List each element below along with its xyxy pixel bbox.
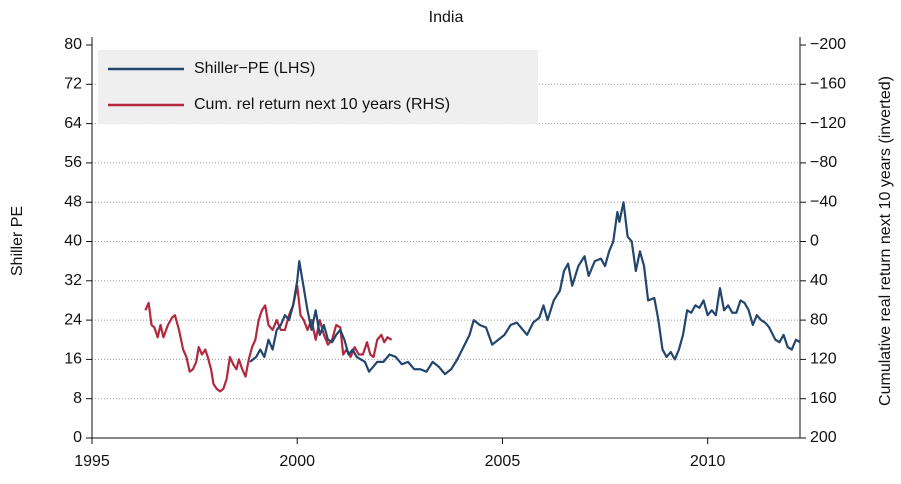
y2-tick-label: −160 xyxy=(810,76,846,93)
y-tick-label: 24 xyxy=(64,311,82,328)
y2-tick-label: −200 xyxy=(810,36,846,53)
x-tick-label: 2000 xyxy=(279,453,315,470)
axis-frame xyxy=(91,37,801,439)
y2-tick-label: −120 xyxy=(810,115,846,132)
x-tick-label: 1995 xyxy=(74,453,110,470)
y-tick-label: 8 xyxy=(73,390,82,407)
legend-box xyxy=(98,50,538,124)
y2-tick-label: 80 xyxy=(810,311,828,328)
y-tick-label: 48 xyxy=(64,193,82,210)
y2-tick-label: 0 xyxy=(810,233,819,250)
y2-tick-label: −40 xyxy=(810,193,837,210)
x-tick-label: 2010 xyxy=(690,453,726,470)
y-tick-label: 64 xyxy=(64,115,82,132)
y2-tick-label: 200 xyxy=(810,429,837,446)
legend-label: Cum. rel return next 10 years (RHS) xyxy=(194,96,450,113)
y-tick-label: 56 xyxy=(64,154,82,171)
y-tick-label: 16 xyxy=(64,351,82,368)
y-tick-label: 0 xyxy=(73,429,82,446)
legend-label: Shiller−PE (LHS) xyxy=(194,60,315,77)
y2-tick-label: −80 xyxy=(810,154,837,171)
y-tick-label: 72 xyxy=(64,76,82,93)
series-line xyxy=(249,201,801,376)
chart-title: India xyxy=(429,9,464,26)
x-tick-label: 2005 xyxy=(485,453,521,470)
y-tick-label: 40 xyxy=(64,233,82,250)
series-line xyxy=(144,284,393,393)
y-tick-label: 32 xyxy=(64,272,82,289)
y-axis-label: Shiller PE xyxy=(9,206,26,276)
y2-axis-label: Cumulative real return next 10 years (in… xyxy=(877,76,894,406)
y2-tick-label: 120 xyxy=(810,351,837,368)
y-tick-label: 80 xyxy=(64,36,82,53)
y2-tick-label: 160 xyxy=(810,390,837,407)
y2-tick-label: 40 xyxy=(810,272,828,289)
